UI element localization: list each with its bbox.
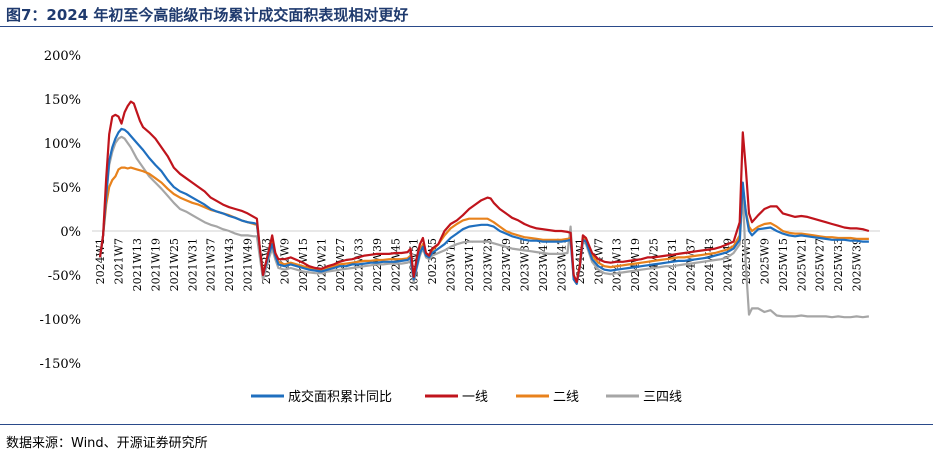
x-tick-label: 2024W31 (666, 238, 679, 291)
x-tick-label: 2023W11 (445, 238, 458, 291)
x-tick-label: 2021W31 (186, 238, 199, 291)
series-line-tier34 (98, 135, 870, 319)
x-tick-label: 2021W25 (168, 238, 181, 291)
x-tick-label: 2024W43 (703, 238, 716, 291)
x-tick-label: 2025W9 (758, 238, 771, 284)
x-tick-label: 2022W15 (297, 238, 310, 291)
y-tick-label: 50% (52, 181, 81, 196)
source-note: 数据来源：Wind、开源证券研究所 (6, 436, 208, 451)
x-tick-label: 2024W19 (629, 238, 642, 291)
series-line-total (98, 127, 869, 285)
x-tick-label: 2023W29 (500, 238, 513, 291)
y-tick-label: 100% (44, 137, 81, 152)
x-tick-label: 2025W33 (832, 238, 845, 291)
legend: 成交面积累计同比 一线 二线 三四线 (251, 389, 682, 405)
x-tick-label: 2023W17 (463, 238, 476, 291)
x-tick-label: 2024W13 (611, 238, 624, 291)
x-tick-label: 2022W9 (279, 238, 292, 284)
x-tick-label: 2021W19 (149, 238, 162, 291)
x-tick-label: 2023W47 (555, 238, 568, 291)
title-rule (0, 26, 933, 27)
x-tick-label: 2021W7 (112, 238, 125, 284)
y-axis: -150% -100% -50% 0% 50% 100% 150% 200% (39, 49, 880, 372)
y-tick-label: -50% (48, 269, 81, 284)
y-tick-label: 200% (44, 49, 81, 64)
x-tick-label: 2021W13 (131, 238, 144, 291)
y-tick-label: -100% (39, 313, 81, 328)
x-tick-label: 2025W21 (795, 238, 808, 291)
chart-title: 图7：2024 年初至今高能级市场累计成交面积表现相对更好 (6, 6, 409, 24)
legend-label-total: 成交面积累计同比 (288, 389, 392, 405)
x-tick-label: 2023W23 (482, 238, 495, 291)
x-tick-label: 2021W37 (205, 238, 218, 291)
x-tick-label: 2024W1 (94, 238, 107, 284)
x-tick-label: 2022W21 (315, 238, 328, 291)
series-layer (98, 100, 870, 319)
x-axis: 2024W1 2021W7 2021W13 2021W19 2021W25 2021W31… (94, 238, 864, 291)
legend-label-tier34: 三四线 (643, 390, 682, 405)
x-tick-label: 2025W15 (777, 238, 790, 291)
x-tick-label: 2025W27 (814, 238, 827, 291)
y-tick-label: 0% (60, 225, 81, 240)
legend-label-tier1: 一线 (462, 390, 488, 405)
series-line-tier1 (98, 100, 870, 284)
x-tick-label: 2021W49 (242, 238, 255, 291)
legend-label-tier2: 二线 (553, 390, 579, 405)
x-tick-label: 2021W43 (223, 238, 236, 291)
x-tick-label: 2025W39 (851, 238, 864, 291)
y-tick-label: 150% (44, 93, 81, 108)
footer-rule (0, 424, 933, 425)
x-tick-label: 2023W35 (518, 238, 531, 291)
y-tick-label: -150% (39, 357, 81, 372)
x-tick-label: 2023W41 (537, 238, 550, 291)
